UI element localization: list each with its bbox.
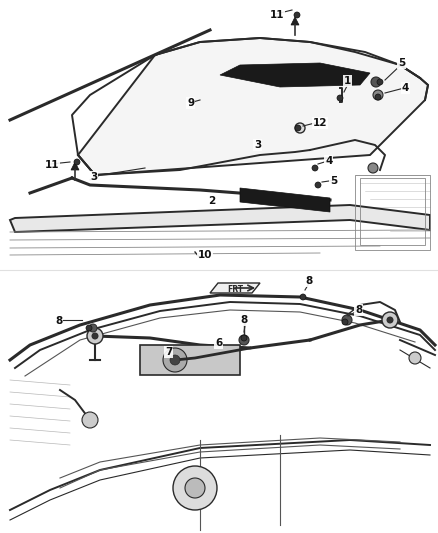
Circle shape — [86, 325, 92, 331]
Circle shape — [170, 355, 180, 365]
Polygon shape — [220, 63, 370, 87]
Text: 9: 9 — [187, 98, 194, 108]
Text: 11: 11 — [270, 10, 285, 20]
Circle shape — [409, 352, 421, 364]
Circle shape — [185, 478, 205, 498]
Text: 1: 1 — [344, 76, 351, 86]
Circle shape — [241, 335, 247, 341]
Polygon shape — [140, 345, 240, 375]
Circle shape — [89, 324, 97, 332]
Circle shape — [295, 125, 301, 131]
Text: 5: 5 — [398, 58, 405, 68]
Text: 3: 3 — [254, 140, 261, 150]
Polygon shape — [78, 38, 428, 175]
Circle shape — [315, 182, 321, 188]
Circle shape — [371, 77, 381, 87]
Circle shape — [382, 312, 398, 328]
Text: 8: 8 — [55, 316, 62, 326]
Text: 11: 11 — [45, 160, 60, 170]
Circle shape — [375, 94, 381, 100]
Circle shape — [92, 333, 98, 339]
Circle shape — [337, 95, 343, 101]
Polygon shape — [210, 283, 260, 293]
Polygon shape — [10, 205, 430, 232]
Polygon shape — [291, 17, 299, 25]
Circle shape — [300, 294, 306, 300]
Text: 4: 4 — [402, 83, 410, 93]
Circle shape — [387, 317, 393, 323]
Circle shape — [368, 163, 378, 173]
Text: 10: 10 — [198, 250, 212, 260]
Text: 4: 4 — [325, 156, 332, 166]
Text: 8: 8 — [305, 276, 312, 286]
Polygon shape — [240, 188, 330, 212]
Text: 12: 12 — [313, 118, 328, 128]
Circle shape — [295, 123, 305, 133]
Circle shape — [82, 412, 98, 428]
Circle shape — [373, 90, 383, 100]
Circle shape — [312, 165, 318, 171]
Circle shape — [163, 348, 187, 372]
Text: 2: 2 — [208, 196, 215, 206]
Circle shape — [342, 319, 348, 325]
Polygon shape — [71, 162, 79, 170]
Circle shape — [173, 466, 217, 510]
Circle shape — [74, 159, 80, 165]
Text: FRT: FRT — [227, 285, 243, 294]
Circle shape — [239, 335, 249, 345]
Circle shape — [294, 12, 300, 18]
Text: 3: 3 — [90, 172, 97, 182]
Text: 8: 8 — [355, 305, 362, 315]
Text: 6: 6 — [215, 338, 222, 348]
Circle shape — [377, 79, 383, 85]
Circle shape — [342, 315, 352, 325]
Text: 5: 5 — [330, 176, 337, 186]
Circle shape — [87, 328, 103, 344]
Text: 7: 7 — [165, 347, 173, 357]
Text: 8: 8 — [240, 315, 247, 325]
